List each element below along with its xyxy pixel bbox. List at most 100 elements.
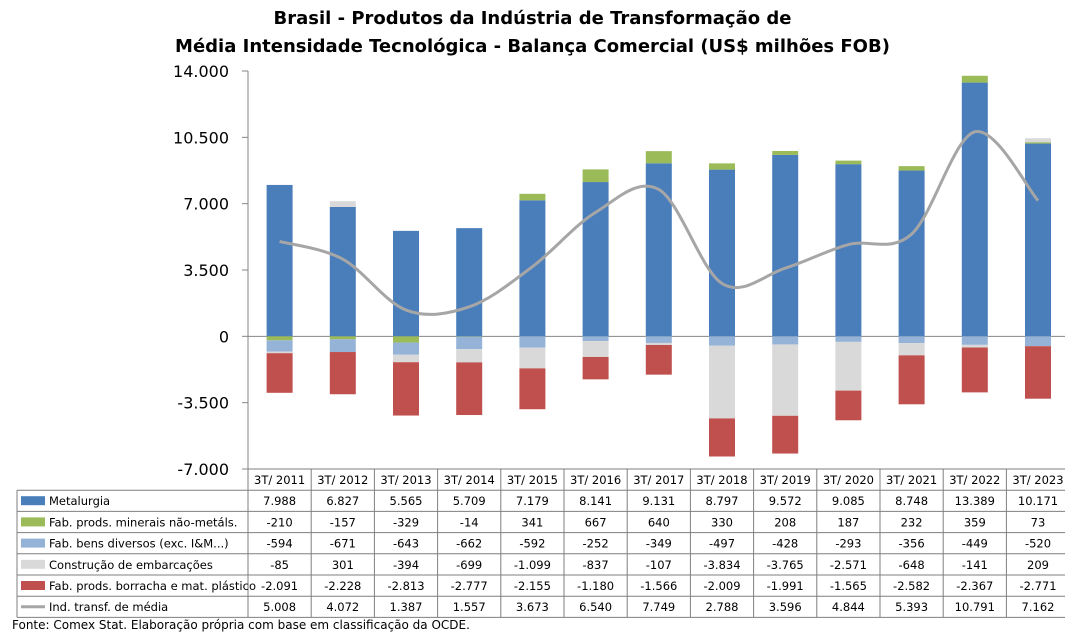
legend-swatch xyxy=(21,496,45,506)
table-cell-value: -2.155 xyxy=(514,579,551,593)
table-cell-value: 5.393 xyxy=(895,600,928,614)
bar-segment xyxy=(266,336,293,341)
table-cell-value: 301 xyxy=(332,558,354,572)
bar-segment xyxy=(456,336,483,350)
table-cell-value: 667 xyxy=(585,515,607,529)
bar-segment xyxy=(582,169,609,183)
bar-segment xyxy=(519,347,546,369)
table-cell-value: -157 xyxy=(330,515,356,529)
table-cell-value: 5.565 xyxy=(390,494,423,508)
table-cell-value: 73 xyxy=(1031,515,1046,529)
table-cell-value: -497 xyxy=(709,537,735,551)
category-label: 3T/ 2020 xyxy=(823,473,874,487)
table-cell-value: -14 xyxy=(460,515,479,529)
table-cell-value: 5.008 xyxy=(263,600,296,614)
table-cell-value: 187 xyxy=(837,515,859,529)
bar-segment xyxy=(898,336,925,344)
table-cell-value: -662 xyxy=(456,537,482,551)
bar-segment xyxy=(645,151,672,164)
table-cell-value: 9.085 xyxy=(832,494,865,508)
bar-segment xyxy=(519,368,546,410)
bar-segment xyxy=(898,355,925,405)
table-cell-value: -2.091 xyxy=(261,579,298,593)
legend-label: Fab. prods. borracha e mat. plástico xyxy=(49,579,256,593)
table-cell-value: -252 xyxy=(583,537,609,551)
table-cell-value: 9.131 xyxy=(642,494,675,508)
bar-segment xyxy=(329,339,356,353)
bar-segment xyxy=(519,336,546,348)
bar-segment xyxy=(1025,346,1051,399)
table-cell-value: -329 xyxy=(393,515,419,529)
legend-swatch xyxy=(21,517,45,527)
bar-segment xyxy=(519,193,546,201)
table-cell-value: -2.813 xyxy=(387,579,424,593)
legend-label: Fab. bens diversos (exc. I&M...) xyxy=(49,537,229,551)
bar-segment xyxy=(772,415,799,454)
table-cell-value: 8.797 xyxy=(706,494,739,508)
table-cell-value: 13.389 xyxy=(955,494,995,508)
table-cell-value: -1.099 xyxy=(514,558,551,572)
table-cell-value: -349 xyxy=(646,537,672,551)
bar-segment xyxy=(961,82,988,337)
bar-segment xyxy=(393,230,419,337)
bar-segment xyxy=(898,343,925,356)
table-cell-value: -356 xyxy=(899,537,925,551)
category-label: 3T/ 2015 xyxy=(507,473,558,487)
legend-swatch xyxy=(21,559,45,569)
bar-segment xyxy=(961,344,988,348)
table-cell-value: 341 xyxy=(521,515,543,529)
bar-segment xyxy=(772,344,799,416)
table-cell-value: -210 xyxy=(267,515,293,529)
chart-subtitle: Média Intensidade Tecnológica - Balança … xyxy=(175,36,890,57)
table-cell-value: -592 xyxy=(519,537,545,551)
bar-segment xyxy=(1025,143,1051,337)
bar-segment xyxy=(645,342,672,345)
bar-segment xyxy=(329,201,356,207)
legend-label: Construção de embarcações xyxy=(49,558,213,572)
bar-segment xyxy=(709,336,735,346)
y-tick-label: -3.500 xyxy=(177,394,229,413)
table-cell-value: 232 xyxy=(901,515,923,529)
table-cell-value: -293 xyxy=(835,537,861,551)
bar-segment xyxy=(1025,336,1051,347)
bar-segment xyxy=(266,353,293,393)
table-cell-value: -1.180 xyxy=(577,579,614,593)
table-cell-value: -2.228 xyxy=(324,579,361,593)
table-cell-value: 10.171 xyxy=(1018,494,1058,508)
bar-segment xyxy=(709,418,735,457)
bar-segment xyxy=(456,349,483,363)
table-cell-value: -107 xyxy=(646,558,672,572)
table-cell-value: -837 xyxy=(583,558,609,572)
bar-segment xyxy=(709,169,735,337)
chart-title: Brasil - Produtos da Indústria de Transf… xyxy=(273,8,792,29)
table-cell-value: -2.367 xyxy=(956,579,993,593)
table-cell-value: -394 xyxy=(393,558,419,572)
table-cell-value: 7.179 xyxy=(516,494,549,508)
table-cell-value: -520 xyxy=(1025,537,1051,551)
category-label: 3T/ 2018 xyxy=(696,473,747,487)
table-cell-value: 8.141 xyxy=(579,494,612,508)
bar-segment xyxy=(329,206,356,337)
bar-segment xyxy=(961,347,988,393)
bar-segment xyxy=(835,390,862,421)
bar-segment xyxy=(582,356,609,380)
bar-segment xyxy=(266,340,293,352)
bar-segment xyxy=(456,228,483,337)
bar-segment xyxy=(645,344,672,375)
category-label: 3T/ 2012 xyxy=(317,473,368,487)
bar-segment xyxy=(329,352,356,395)
table-cell-value: 7.749 xyxy=(642,600,675,614)
table-cell-value: 7.988 xyxy=(263,494,296,508)
table-cell-value: -643 xyxy=(393,537,419,551)
table-cell-value: 1.387 xyxy=(390,600,423,614)
table-cell-value: -671 xyxy=(330,537,356,551)
table-cell-value: 1.557 xyxy=(453,600,486,614)
bar-segment xyxy=(266,184,293,337)
table-cell-value: 6.540 xyxy=(579,600,612,614)
bar-segment xyxy=(582,341,609,357)
y-tick-label: 7.000 xyxy=(183,195,229,214)
table-cell-value: -2.571 xyxy=(830,558,867,572)
bar-segment xyxy=(582,336,609,342)
table-cell-value: -1.565 xyxy=(830,579,867,593)
bar-segment xyxy=(645,163,672,337)
